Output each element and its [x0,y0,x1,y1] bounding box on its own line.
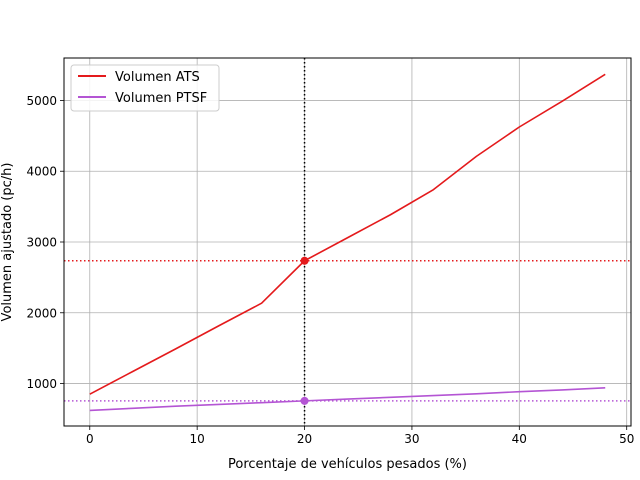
x-tick-label: 20 [297,432,312,446]
x-tick-label: 40 [512,432,527,446]
y-axis-label: Volumen ajustado (pc/h) [0,163,15,322]
markers [300,256,309,405]
y-tick-label: 2000 [26,306,57,320]
intersection-marker [300,396,309,405]
x-tick-label: 0 [86,432,94,446]
legend: Volumen ATS Volumen PTSF [70,64,220,112]
x-tick-label: 10 [190,432,205,446]
legend-label-ats: Volumen ATS [115,70,200,85]
series-lines [89,73,606,412]
legend-box [70,64,220,112]
intersection-marker [300,256,309,265]
x-tick-label: 50 [619,432,634,446]
y-tick-label: 4000 [26,165,57,179]
y-tick-label: 1000 [26,377,57,391]
series-line-1 [89,386,606,412]
y-tick-label: 3000 [26,236,57,250]
y-tick-label: 5000 [26,94,57,108]
series-line-0 [89,73,606,395]
legend-label-ptsf: Volumen PTSF [115,91,207,106]
x-tick-label: 30 [404,432,419,446]
x-axis-label: Porcentaje de vehículos pesados (%) [228,457,467,472]
reference-lines [64,58,631,426]
axis-ticks: 0 10 20 30 40 50 1000 2000 3000 4000 5000 [26,94,634,446]
